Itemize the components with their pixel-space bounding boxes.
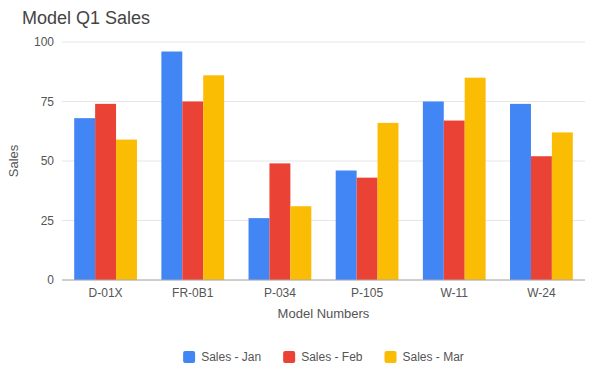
bar (249, 218, 270, 280)
legend-swatch (283, 351, 295, 363)
legend-item: Sales - Mar (385, 350, 464, 364)
bar (182, 102, 203, 281)
chart-container: Model Q1 Sales 0 25 50 75 100 D-01X FR-0B1 P-034… (0, 0, 600, 371)
x-tick-label: D-01X (89, 286, 123, 300)
y-tick-label: 75 (41, 95, 55, 109)
bar (465, 78, 486, 280)
bars (74, 52, 573, 280)
bar (203, 75, 224, 280)
bar (444, 121, 465, 280)
bar (531, 156, 552, 280)
bar (116, 140, 137, 280)
legend-label: Sales - Feb (301, 350, 363, 364)
bar (290, 206, 311, 280)
legend-label: Sales - Jan (201, 350, 261, 364)
chart-title: Model Q1 Sales (22, 8, 150, 28)
legend-label: Sales - Mar (403, 350, 464, 364)
legend: Sales - Jan Sales - Feb Sales - Mar (183, 350, 464, 364)
bar (269, 163, 290, 280)
x-axis-line (62, 280, 585, 281)
y-tick-label: 50 (41, 154, 55, 168)
grid-line (62, 42, 585, 43)
x-tick-label: P-034 (264, 286, 296, 300)
legend-item: Sales - Feb (283, 350, 363, 364)
grid-line (62, 220, 585, 221)
x-tick-label: P-105 (351, 286, 383, 300)
y-tick-label: 100 (34, 35, 54, 49)
x-axis-label: Model Numbers (278, 306, 370, 321)
bar (336, 171, 357, 280)
x-tick-label: W-11 (440, 286, 468, 300)
grid-line (62, 101, 585, 102)
bar (74, 118, 95, 280)
x-tick-label: W-24 (527, 286, 556, 300)
x-tick-label: FR-0B1 (172, 286, 214, 300)
legend-swatch (183, 351, 195, 363)
bar (378, 123, 399, 280)
bar (552, 132, 573, 280)
bar (95, 104, 116, 280)
bar (357, 178, 378, 280)
bar (161, 52, 182, 280)
bar (423, 102, 444, 281)
grid-line (62, 280, 585, 281)
chart-svg: Model Q1 Sales 0 25 50 75 100 D-01X FR-0B1 P-034… (0, 0, 600, 371)
y-axis-label: Sales (6, 144, 21, 177)
grid (62, 42, 585, 280)
bar (510, 104, 531, 280)
grid-line (62, 161, 585, 162)
y-tick-label: 25 (41, 214, 55, 228)
y-tick-label: 0 (47, 273, 54, 287)
legend-item: Sales - Jan (183, 350, 261, 364)
legend-swatch (385, 351, 397, 363)
